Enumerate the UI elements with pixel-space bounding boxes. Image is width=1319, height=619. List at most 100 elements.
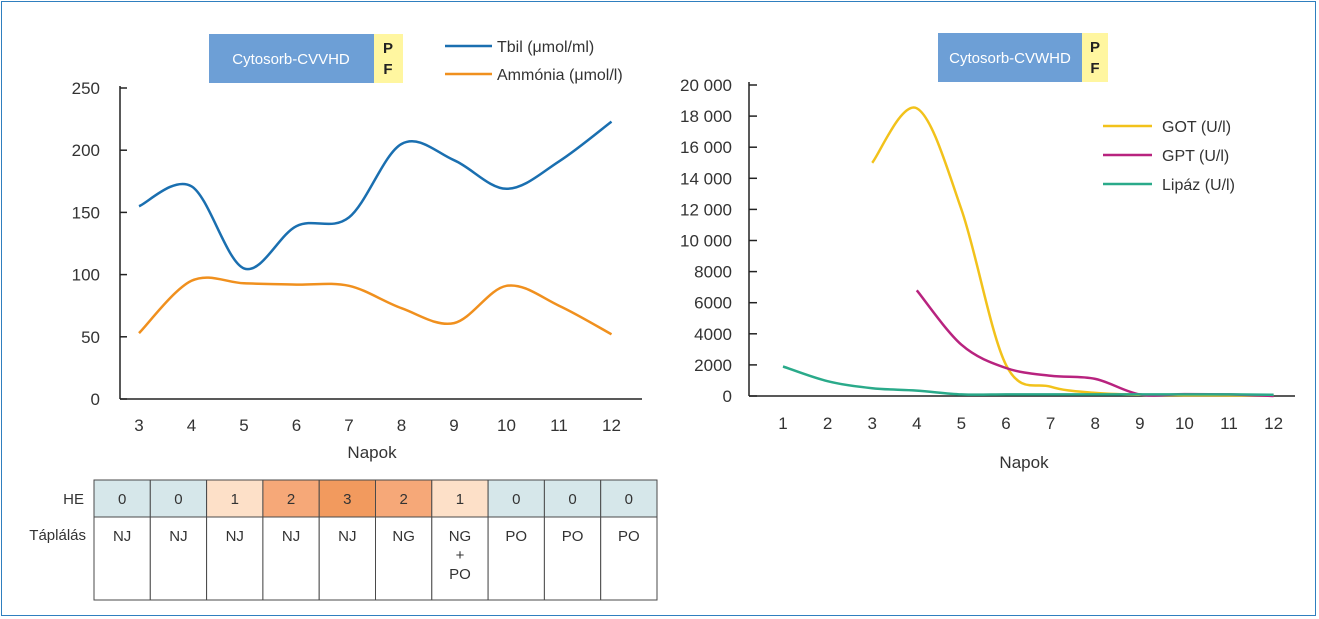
table-cell-text: NJ bbox=[226, 528, 244, 545]
x-tick-label: 12 bbox=[602, 416, 621, 435]
table-cell bbox=[543, 479, 602, 518]
cytosorb-label: Cytosorb-CVVHD bbox=[232, 51, 350, 68]
y-tick-label: 4000 bbox=[694, 325, 732, 344]
x-tick-label: 7 bbox=[1046, 414, 1055, 433]
table-cell bbox=[600, 516, 658, 601]
table-cell-text: PO bbox=[618, 528, 640, 545]
table-row-label: HE bbox=[63, 491, 84, 508]
legend-label-tbil: Tbil (μmol/ml) bbox=[497, 39, 594, 56]
y-tick-label: 8000 bbox=[694, 263, 732, 282]
pf-box-right bbox=[1082, 33, 1108, 82]
table-cell bbox=[262, 516, 320, 601]
table-cell-text: 0 bbox=[118, 491, 126, 508]
left-x-axis-title: Napok bbox=[347, 443, 397, 462]
y-tick-label: 6000 bbox=[694, 294, 732, 313]
x-tick-label: 11 bbox=[550, 416, 568, 435]
table-cell bbox=[318, 479, 377, 518]
pf-label-f: F bbox=[383, 61, 392, 78]
table-cell bbox=[318, 516, 377, 601]
x-tick-label: 6 bbox=[292, 416, 301, 435]
x-tick-label: 8 bbox=[1090, 414, 1099, 433]
cytosorb-box-right bbox=[938, 33, 1082, 82]
table-cell-text: 1 bbox=[231, 491, 239, 508]
y-tick-label: 250 bbox=[72, 79, 100, 98]
x-tick-label: 10 bbox=[1175, 414, 1194, 433]
y-tick-label: 18 000 bbox=[680, 107, 732, 126]
table-cell-text: 0 bbox=[568, 491, 576, 508]
y-tick-label: 16 000 bbox=[680, 138, 732, 157]
table-cell-text: NJ bbox=[338, 528, 356, 545]
cytosorb-box bbox=[209, 34, 374, 83]
left-chart: Cytosorb-CVVHD P F Tbil (μmol/ml) Ammóni… bbox=[29, 34, 658, 601]
table-cell-text: NG bbox=[392, 528, 415, 545]
right-legend: GOT (U/l) GPT (U/l) Lipáz (U/l) bbox=[1103, 119, 1235, 194]
right-x-ticks: 1 2 3 4 5 6 7 8 9 10 11 12 bbox=[778, 414, 1283, 433]
y-tick-label: 14 000 bbox=[680, 169, 732, 188]
table-cell-text: PO bbox=[449, 566, 471, 583]
table-cell-text: PO bbox=[562, 528, 584, 545]
y-tick-label: 2000 bbox=[694, 356, 732, 375]
series-line-lipaz bbox=[782, 365, 1274, 397]
table-cell bbox=[93, 516, 151, 601]
table-cell-text: NJ bbox=[169, 528, 187, 545]
table-row-label: Táplálás bbox=[29, 527, 86, 544]
x-tick-label: 1 bbox=[778, 414, 787, 433]
table-cell-text: + bbox=[456, 547, 465, 564]
table-cell bbox=[149, 516, 208, 601]
cytosorb-label-right: Cytosorb-CVWHD bbox=[949, 50, 1071, 67]
left-x-ticks: 3 4 5 6 7 8 9 10 11 12 bbox=[134, 416, 621, 435]
legend-label-ammonia: Ammónia (μmol/l) bbox=[497, 67, 623, 84]
table-cell bbox=[431, 479, 489, 518]
series-line-ammonia bbox=[138, 276, 613, 336]
series-line-tbil bbox=[138, 120, 613, 271]
y-tick-label: 100 bbox=[72, 266, 100, 285]
right-series bbox=[782, 106, 1274, 398]
table-cell-text: 3 bbox=[343, 491, 351, 508]
table-cell-text: NG bbox=[449, 528, 472, 545]
x-tick-label: 6 bbox=[1001, 414, 1010, 433]
x-tick-label: 4 bbox=[912, 414, 921, 433]
left-series bbox=[138, 120, 613, 336]
y-tick-label: 0 bbox=[91, 390, 100, 409]
left-y-ticks: 0 50 100 150 200 250 bbox=[72, 79, 127, 409]
pf-label-p-right: P bbox=[1090, 39, 1100, 56]
table-cell bbox=[206, 516, 264, 601]
y-tick-label: 150 bbox=[72, 203, 100, 222]
series-line-gpt bbox=[915, 289, 1274, 398]
right-x-axis-title: Napok bbox=[999, 453, 1049, 472]
x-tick-label: 5 bbox=[957, 414, 966, 433]
table-cell-text: 0 bbox=[625, 491, 633, 508]
left-legend: Tbil (μmol/ml) Ammónia (μmol/l) bbox=[445, 39, 623, 84]
he-table: HE 0 0 1 2 3 2 1 0 0 0 Táplálás NJ NJ NJ NJ NJ NG NG + PO PO P… bbox=[29, 479, 658, 601]
pf-label-f-right: F bbox=[1090, 60, 1099, 77]
table-cell-text: NJ bbox=[282, 528, 300, 545]
x-tick-label: 12 bbox=[1264, 414, 1283, 433]
table-cell bbox=[375, 479, 433, 518]
pf-box bbox=[374, 34, 403, 83]
x-tick-label: 7 bbox=[344, 416, 353, 435]
table-cell-text: 0 bbox=[174, 491, 182, 508]
x-tick-label: 3 bbox=[867, 414, 876, 433]
table-cell bbox=[431, 516, 489, 601]
y-tick-label: 0 bbox=[723, 387, 732, 406]
table-cell-text: 2 bbox=[287, 491, 295, 508]
legend-label-gpt: GPT (U/l) bbox=[1162, 148, 1229, 165]
x-tick-label: 2 bbox=[823, 414, 832, 433]
table-cell bbox=[600, 479, 658, 518]
x-tick-label: 9 bbox=[1135, 414, 1144, 433]
x-tick-label: 5 bbox=[239, 416, 248, 435]
table-cell bbox=[543, 516, 602, 601]
y-tick-label: 200 bbox=[72, 141, 100, 160]
table-cell bbox=[487, 516, 545, 601]
y-tick-label: 10 000 bbox=[680, 232, 732, 251]
x-tick-label: 4 bbox=[187, 416, 196, 435]
table-cell bbox=[375, 516, 433, 601]
pf-label-p: P bbox=[383, 40, 393, 57]
table-cell-text: 1 bbox=[456, 491, 464, 508]
table-cell-text: 0 bbox=[512, 491, 520, 508]
legend-label-lipaz: Lipáz (U/l) bbox=[1162, 177, 1235, 194]
x-tick-label: 3 bbox=[134, 416, 143, 435]
table-cell-text: NJ bbox=[113, 528, 131, 545]
